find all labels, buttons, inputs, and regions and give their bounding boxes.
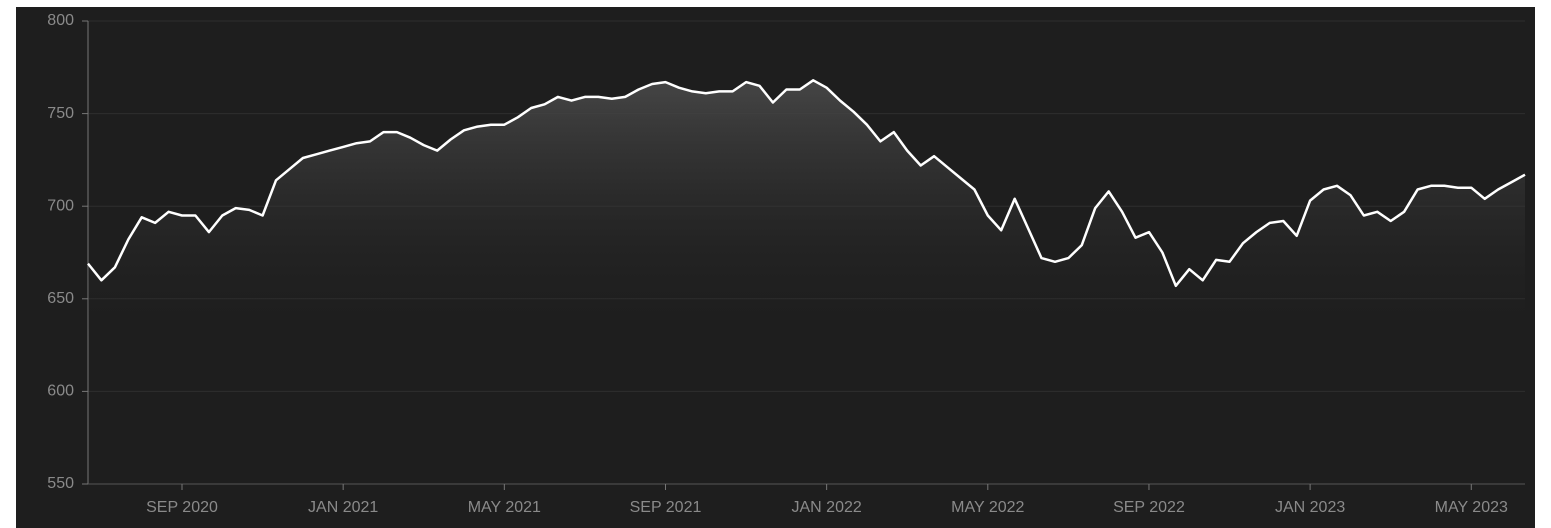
x-tick-label: JAN 2023 (1275, 499, 1345, 516)
x-tick-label: SEP 2020 (146, 499, 218, 516)
x-tick-label: SEP 2021 (630, 499, 702, 516)
x-tick-label: MAY 2023 (1435, 499, 1508, 516)
x-tick-label: MAY 2021 (468, 499, 541, 516)
x-tick-label: JAN 2022 (792, 499, 862, 516)
y-tick-label: 600 (47, 383, 74, 400)
line (87, 79, 1526, 288)
y-tick-label: 750 (47, 105, 74, 122)
y-tick-label: 650 (47, 290, 74, 307)
x-tick-label: SEP 2022 (1113, 499, 1185, 516)
y-tick-label: 700 (47, 197, 74, 214)
x-tick-label: JAN 2021 (308, 499, 378, 516)
y-tick-label: 800 (47, 12, 74, 29)
y-tick-label: 550 (47, 475, 74, 492)
x-tick-label: MAY 2022 (951, 499, 1024, 516)
line-area (88, 80, 1525, 485)
